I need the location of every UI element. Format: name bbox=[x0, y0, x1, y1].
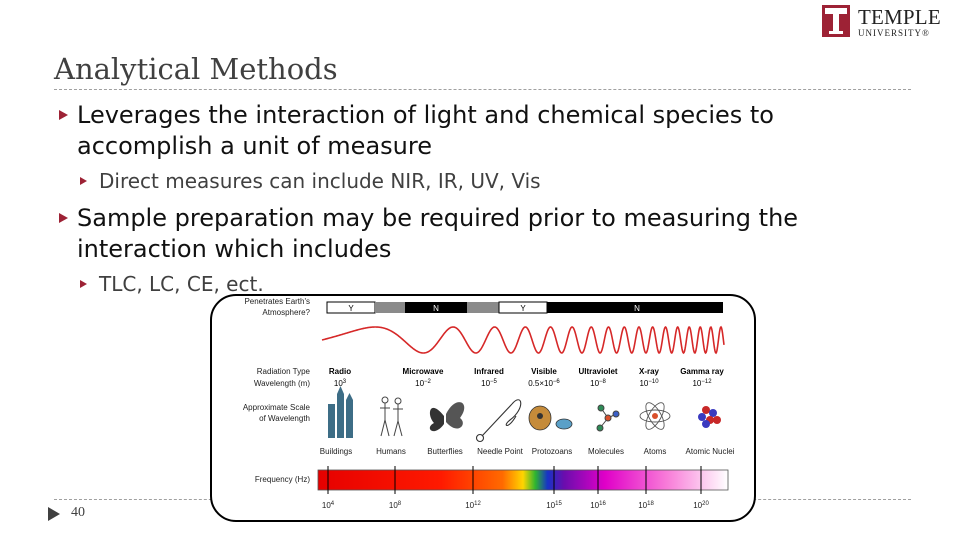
sub-bullet-1-text: Direct measures can include NIR, IR, UV,… bbox=[99, 169, 541, 193]
scale-needle-point: Needle Point bbox=[477, 447, 524, 456]
temple-logo: TEMPLE UNIVERSITY® bbox=[822, 5, 946, 41]
atmo-label-n1: N bbox=[433, 304, 439, 313]
atmosphere-bar: Y N Y N bbox=[326, 301, 723, 314]
scale-molecules: Molecules bbox=[588, 447, 624, 456]
molecule-icon bbox=[596, 404, 620, 432]
atmo-label-y2: Y bbox=[520, 304, 526, 313]
atom-icon bbox=[639, 402, 671, 430]
protozoan-icon bbox=[528, 405, 573, 431]
wl-infrared: 10−5 bbox=[481, 379, 497, 388]
scale-atomic-nuclei: Atomic Nuclei bbox=[686, 447, 735, 456]
freq-tick-6: 1018 bbox=[638, 501, 654, 510]
scale-butterflies: Butterflies bbox=[427, 447, 463, 456]
freq-tick-5: 1016 bbox=[590, 501, 606, 510]
bullet-2-text: Sample preparation may be required prior… bbox=[77, 204, 799, 263]
penetrates-label: Penetrates Earth's bbox=[244, 297, 310, 306]
atmo-label-y1: Y bbox=[348, 304, 354, 313]
scale-label-2: of Wavelength bbox=[259, 414, 310, 423]
slide-title: Analytical Methods bbox=[54, 52, 338, 86]
page-arrow-icon bbox=[48, 507, 60, 521]
sub-bullet-2-text: TLC, LC, CE, ect. bbox=[99, 272, 264, 296]
freq-tick-3: 1012 bbox=[465, 501, 481, 510]
scale-atoms: Atoms bbox=[644, 447, 667, 456]
logo-name: TEMPLE bbox=[858, 5, 941, 29]
wl-microwave: 10−2 bbox=[415, 379, 431, 388]
type-xray: X-ray bbox=[639, 367, 660, 376]
em-spectrum-diagram: Penetrates Earth's Atmosphere? Y N Y N R… bbox=[243, 297, 735, 510]
wl-radio: 103 bbox=[334, 379, 347, 388]
radiation-type-label: Radiation Type bbox=[257, 367, 311, 376]
freq-tick-2: 108 bbox=[389, 501, 402, 510]
frequency-ticks bbox=[327, 466, 702, 494]
freq-tick-1: 104 bbox=[322, 501, 335, 510]
wl-xray: 10−10 bbox=[639, 379, 659, 388]
wl-visible: 0.5×10−6 bbox=[528, 379, 560, 388]
bullet-list: Leverages the interaction of light and c… bbox=[56, 100, 916, 306]
radiation-types: Radio 103 Microwave 10−2 Infrared 10−5 V… bbox=[329, 367, 724, 388]
wl-gamma: 10−12 bbox=[692, 379, 712, 388]
buildings-icon bbox=[328, 386, 353, 438]
title-divider bbox=[54, 89, 911, 90]
humans-icon bbox=[380, 396, 403, 437]
page-number: 40 bbox=[71, 505, 85, 520]
nucleus-icon bbox=[698, 406, 721, 428]
em-spectrum-figure: Penetrates Earth's Atmosphere? Y N Y N R… bbox=[210, 294, 756, 522]
bullet-triangle-icon bbox=[59, 213, 68, 223]
sub-bullet-triangle-icon bbox=[80, 280, 87, 288]
scale-label: Approximate Scale bbox=[243, 403, 311, 412]
type-gamma: Gamma ray bbox=[680, 367, 724, 376]
sub-bullet-1: Direct measures can include NIR, IR, UV,… bbox=[56, 168, 916, 195]
scale-buildings: Buildings bbox=[320, 447, 352, 456]
type-infrared: Infrared bbox=[474, 367, 504, 376]
freq-tick-7: 1020 bbox=[693, 501, 709, 510]
bullet-2: Sample preparation may be required prior… bbox=[56, 203, 916, 265]
bullet-1-text: Leverages the interaction of light and c… bbox=[77, 101, 774, 160]
wl-ultraviolet: 10−8 bbox=[590, 379, 606, 388]
logo-subtitle: UNIVERSITY® bbox=[858, 28, 930, 38]
type-microwave: Microwave bbox=[403, 367, 444, 376]
frequency-gradient-bar bbox=[317, 469, 729, 491]
atmo-label-n2: N bbox=[634, 304, 640, 313]
type-visible: Visible bbox=[531, 367, 557, 376]
scale-protozoans: Protozoans bbox=[532, 447, 572, 456]
atmosphere-label: Atmosphere? bbox=[262, 308, 310, 317]
type-radio: Radio bbox=[329, 367, 351, 376]
freq-tick-4: 1015 bbox=[546, 501, 562, 510]
temple-t-logo-icon bbox=[822, 5, 850, 37]
sub-bullet-2: TLC, LC, CE, ect. bbox=[56, 271, 916, 298]
sub-bullet-triangle-icon bbox=[80, 177, 87, 185]
butterfly-icon bbox=[429, 402, 465, 432]
frequency-label: Frequency (Hz) bbox=[255, 475, 310, 484]
bullet-triangle-icon bbox=[59, 110, 68, 120]
bullet-1: Leverages the interaction of light and c… bbox=[56, 100, 916, 162]
em-wave bbox=[321, 325, 725, 355]
scale-humans: Humans bbox=[376, 447, 406, 456]
type-ultraviolet: Ultraviolet bbox=[578, 367, 617, 376]
wavelength-label: Wavelength (m) bbox=[254, 379, 311, 388]
needle-icon bbox=[475, 399, 522, 443]
